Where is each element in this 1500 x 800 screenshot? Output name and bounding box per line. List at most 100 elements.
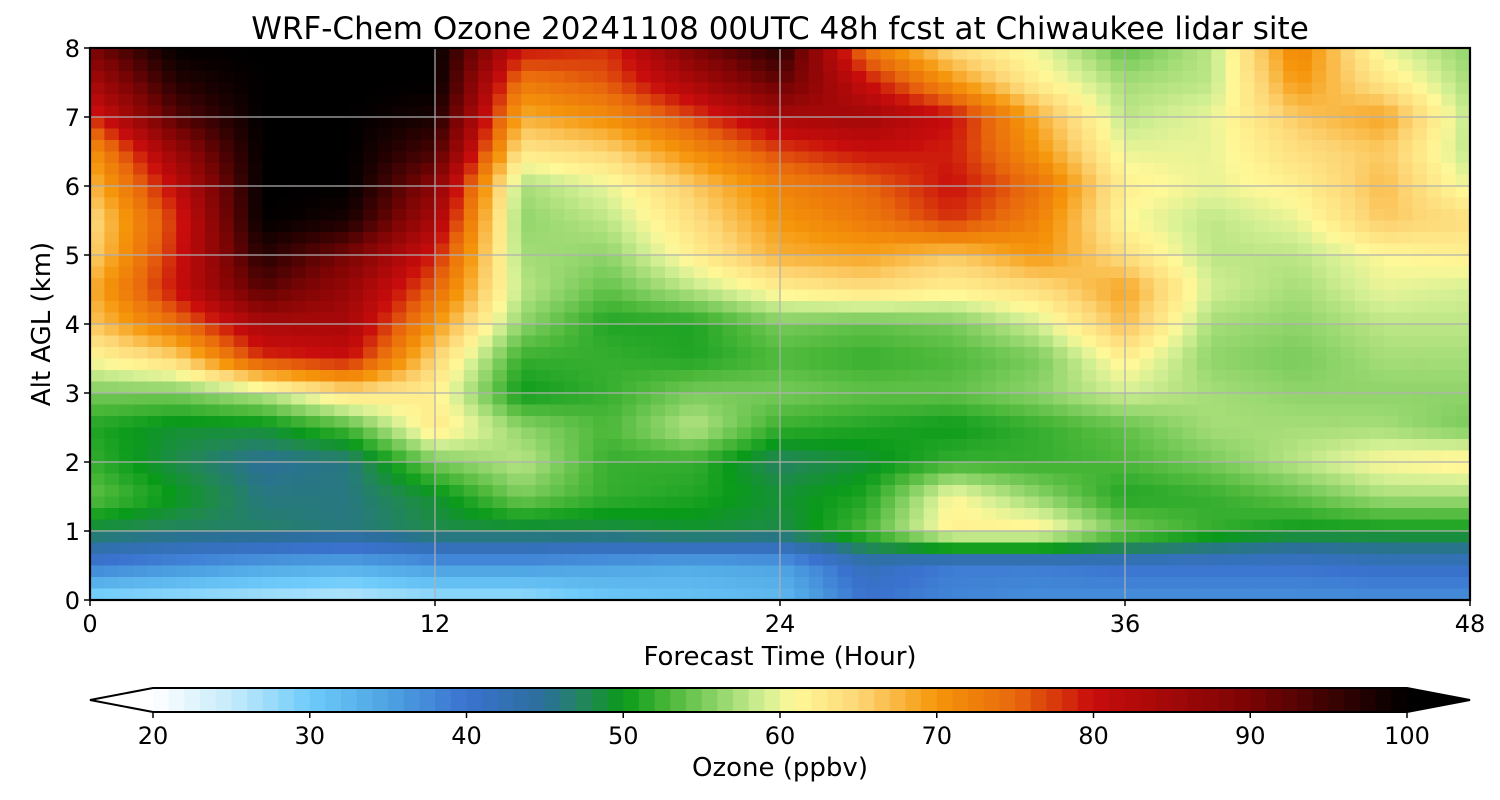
colorbar-segment (1344, 688, 1361, 712)
heatmap-cell (1254, 140, 1270, 153)
heatmap-cell (1398, 508, 1414, 521)
heatmap-cell (1211, 140, 1227, 153)
heatmap-cell (1211, 439, 1227, 452)
heatmap-cell (650, 59, 666, 72)
heatmap-cell (751, 48, 767, 61)
heatmap-cell (1110, 531, 1126, 544)
heatmap-cell (607, 554, 623, 567)
heatmap-cell (966, 554, 982, 567)
heatmap-cell (1153, 496, 1169, 509)
heatmap-cell (506, 588, 522, 600)
heatmap-cell (1153, 82, 1169, 95)
heatmap-cell (1369, 404, 1385, 417)
heatmap-cell (190, 140, 206, 153)
heatmap-cell (550, 82, 565, 95)
heatmap-cell (118, 243, 134, 256)
heatmap-cell (391, 416, 407, 429)
heatmap-cell (1168, 508, 1184, 521)
heatmap-cell (1369, 416, 1385, 429)
heatmap-cell (1096, 71, 1112, 84)
heatmap-cell (406, 347, 422, 360)
heatmap-cell (1153, 358, 1169, 371)
heatmap-cell (650, 565, 666, 578)
heatmap-cell (1196, 450, 1212, 463)
heatmap-cell (363, 301, 379, 314)
heatmap-cell (1426, 370, 1442, 383)
heatmap-cell (1268, 347, 1284, 360)
heatmap-cell (952, 278, 968, 291)
heatmap-cell (780, 220, 795, 233)
colorbar-tick-label: 60 (765, 722, 796, 750)
heatmap-cell (938, 289, 954, 302)
heatmap-cell (233, 174, 249, 187)
heatmap-cell (650, 232, 666, 245)
heatmap-cell (693, 554, 709, 567)
heatmap-cell (1326, 243, 1342, 256)
heatmap-cell (1268, 565, 1284, 578)
heatmap-cell (449, 163, 465, 176)
heatmap-cell (463, 542, 479, 555)
heatmap-cell (1053, 48, 1069, 61)
heatmap-cell (1125, 174, 1140, 187)
heatmap-cell (1053, 232, 1069, 245)
heatmap-cell (736, 496, 752, 509)
heatmap-cell (607, 508, 623, 521)
heatmap-cell (909, 450, 925, 463)
heatmap-cell (1182, 151, 1198, 164)
heatmap-cell (1182, 174, 1198, 187)
heatmap-cell (1441, 289, 1457, 302)
heatmap-cell (391, 197, 407, 210)
heatmap-cell (1038, 416, 1054, 429)
heatmap-cell (406, 473, 422, 486)
heatmap-cell (593, 462, 609, 475)
heatmap-cell (823, 450, 839, 463)
heatmap-cell (593, 140, 609, 153)
heatmap-cell (1297, 266, 1313, 279)
heatmap-cell (952, 565, 968, 578)
colorbar-segment (905, 688, 922, 712)
heatmap-cell (1412, 485, 1428, 498)
heatmap-cell (320, 335, 335, 348)
heatmap-cell (248, 209, 264, 222)
heatmap-cell (1182, 588, 1198, 600)
heatmap-cell (1139, 370, 1155, 383)
heatmap-cell (1254, 220, 1270, 233)
heatmap-cell (665, 439, 680, 452)
heatmap-cell (938, 508, 954, 521)
heatmap-cell (708, 542, 724, 555)
heatmap-cell (1096, 439, 1112, 452)
heatmap-cell (449, 186, 465, 199)
heatmap-cell (1326, 197, 1342, 210)
heatmap-cell (1426, 117, 1442, 130)
heatmap-cell (1311, 370, 1327, 383)
heatmap-cell (377, 347, 393, 360)
heatmap-cell (1398, 312, 1414, 325)
heatmap-cell (1038, 82, 1054, 95)
heatmap-cell (808, 209, 824, 222)
heatmap-cell (1038, 289, 1054, 302)
heatmap-cell (765, 588, 781, 600)
heatmap-cell (1254, 554, 1270, 567)
colorbar-segment (732, 688, 750, 712)
heatmap-cell (621, 358, 637, 371)
heatmap-cell (1311, 71, 1327, 84)
heatmap-cell (1340, 312, 1356, 325)
heatmap-cell (334, 151, 350, 164)
heatmap-cell (90, 531, 105, 544)
heatmap-cell (966, 174, 982, 187)
heatmap-cell (593, 243, 609, 256)
heatmap-cell (391, 48, 407, 61)
heatmap-cell (693, 209, 709, 222)
heatmap-cell (1240, 312, 1255, 325)
heatmap-cell (751, 554, 767, 567)
heatmap-cell (981, 232, 997, 245)
heatmap-cell (1081, 289, 1097, 302)
heatmap-cell (1412, 105, 1428, 118)
heatmap-cell (1010, 266, 1025, 279)
heatmap-cell (1081, 255, 1097, 268)
heatmap-cell (923, 220, 939, 233)
heatmap-cell (406, 450, 422, 463)
heatmap-cell (665, 554, 680, 567)
heatmap-cell (377, 289, 393, 302)
heatmap-cell (1412, 577, 1428, 590)
